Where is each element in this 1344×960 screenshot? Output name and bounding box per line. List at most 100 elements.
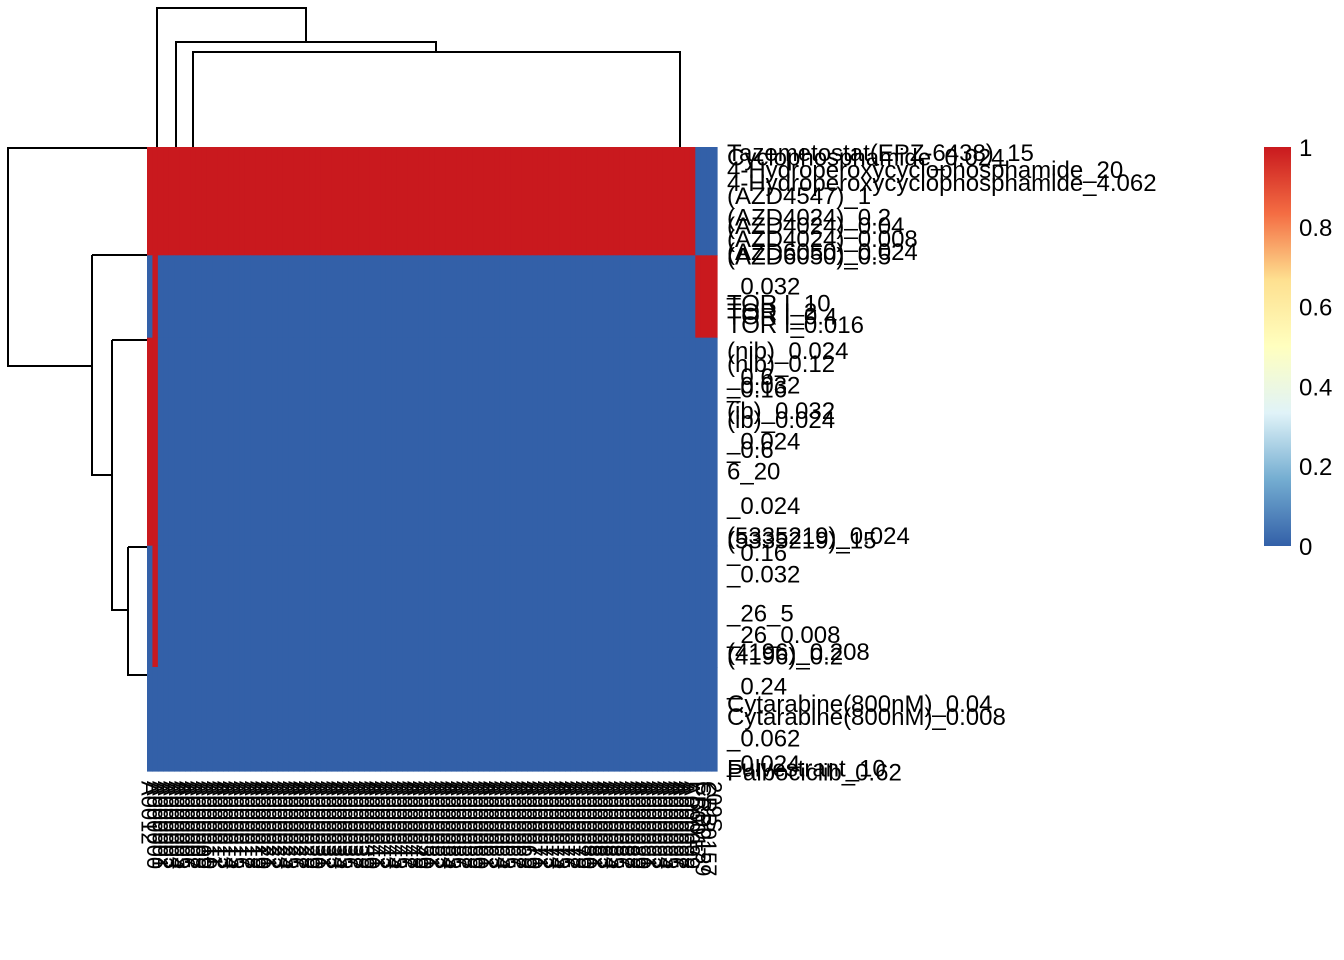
heatmap-cell bbox=[217, 667, 224, 772]
heatmap-cell bbox=[195, 147, 202, 256]
heatmap-cell bbox=[320, 667, 327, 772]
column-label: A000022 bbox=[262, 781, 287, 869]
heatmap-cell bbox=[651, 147, 658, 256]
heatmap-cell bbox=[391, 147, 398, 256]
heatmap-cell bbox=[244, 255, 251, 339]
row-label: _0.16 bbox=[726, 540, 787, 567]
heatmap-cell bbox=[624, 545, 631, 668]
column-label: A000091 bbox=[636, 781, 661, 869]
heatmap-cell bbox=[337, 545, 344, 668]
heatmap-cell bbox=[641, 147, 648, 256]
column-label: A000082 bbox=[587, 781, 612, 869]
heatmap-cell bbox=[646, 337, 653, 547]
heatmap-cell bbox=[353, 147, 360, 256]
column-labels: A0012A000000A000001A000002A000003A000004… bbox=[137, 781, 727, 876]
heatmap-cell bbox=[342, 255, 349, 339]
column-label: A000011 bbox=[202, 781, 227, 867]
row-label: TOR I_2 bbox=[727, 299, 817, 326]
heatmap-cell bbox=[261, 337, 268, 547]
heatmap-cell bbox=[347, 255, 354, 339]
heatmap-cell bbox=[456, 147, 463, 256]
heatmap-cell bbox=[402, 667, 409, 772]
heatmap-cell bbox=[472, 667, 479, 772]
heatmap-cell bbox=[266, 147, 273, 256]
heatmap-cell bbox=[440, 667, 447, 772]
heatmap-cell bbox=[201, 255, 208, 339]
heatmap-cell bbox=[342, 545, 349, 668]
heatmap-cell bbox=[337, 337, 344, 547]
column-label: A000089 bbox=[625, 781, 650, 869]
column-label: A000074 bbox=[544, 781, 569, 869]
dendrogram-branch bbox=[127, 547, 147, 676]
heatmap-cell bbox=[711, 337, 718, 547]
column-label: A000094 bbox=[652, 781, 677, 869]
heatmap-cell bbox=[315, 337, 322, 547]
heatmap-cell bbox=[472, 545, 479, 668]
heatmap-cell bbox=[375, 255, 382, 339]
column-label: A000090 bbox=[631, 781, 656, 869]
heatmap-cell bbox=[532, 255, 539, 339]
dendrogram-branch bbox=[175, 41, 437, 147]
heatmap-cell bbox=[190, 545, 197, 668]
heatmap-cell bbox=[299, 337, 306, 547]
column-label: A000030 bbox=[305, 781, 330, 869]
heatmap-cell bbox=[532, 545, 539, 668]
column-label: A000072 bbox=[533, 781, 558, 869]
heatmap-cell bbox=[679, 255, 686, 339]
heatmap-cell bbox=[440, 255, 447, 339]
heatmap-cell bbox=[537, 667, 544, 772]
heatmap-cell bbox=[396, 667, 403, 772]
heatmap-cell bbox=[624, 255, 631, 339]
heatmap-cell bbox=[597, 545, 604, 668]
heatmap-cell bbox=[326, 147, 333, 256]
heatmap-cell bbox=[353, 667, 360, 772]
column-label: A000027 bbox=[289, 781, 314, 869]
heatmap-cell bbox=[288, 667, 295, 772]
heatmap-cell bbox=[255, 545, 262, 668]
column-label: A000068 bbox=[511, 781, 536, 869]
heatmap-cell bbox=[429, 255, 436, 339]
column-label: A000043 bbox=[376, 781, 401, 869]
heatmap-cell bbox=[299, 667, 306, 772]
column-label: A000003 bbox=[158, 781, 183, 869]
heatmap-cell bbox=[239, 545, 246, 668]
heatmap-cell bbox=[206, 667, 213, 772]
row-label: 4-Hydroperoxycyclophosphamide_20 bbox=[727, 157, 1123, 184]
heatmap-cell bbox=[320, 545, 327, 668]
column-label: A000024 bbox=[272, 781, 297, 869]
heatmap-cell bbox=[613, 667, 620, 772]
heatmap-cell bbox=[537, 545, 544, 668]
heatmap-cell bbox=[375, 147, 382, 256]
heatmap-cell bbox=[423, 147, 430, 256]
column-label: A000041 bbox=[365, 781, 390, 869]
heatmap-cell bbox=[608, 255, 615, 339]
heatmap-cell bbox=[369, 147, 376, 256]
column-label: CRB0159 bbox=[690, 781, 715, 876]
heatmap-cell bbox=[635, 255, 642, 339]
heatmap-cell bbox=[380, 147, 387, 256]
heatmap-cell bbox=[543, 545, 550, 668]
heatmap-cell bbox=[315, 255, 322, 339]
heatmap-cell bbox=[228, 667, 235, 772]
column-label: A000031 bbox=[310, 781, 335, 869]
column-label: A000042 bbox=[370, 781, 395, 869]
heatmap-cell bbox=[380, 667, 387, 772]
heatmap-cell bbox=[700, 147, 707, 256]
row-label: 6_20 bbox=[727, 459, 780, 486]
heatmap-cell bbox=[440, 147, 447, 256]
heatmap-cell bbox=[461, 255, 468, 339]
heatmap-cell bbox=[451, 147, 458, 256]
heatmap-cell bbox=[293, 255, 300, 339]
heatmap-cell bbox=[407, 545, 414, 668]
color-legend-ticks: 1 0.8 0.6 0.4 0.2 0 bbox=[1299, 135, 1332, 561]
column-label: A000084 bbox=[598, 781, 623, 869]
heatmap-cell bbox=[543, 147, 550, 256]
column-label: A000004 bbox=[164, 781, 189, 869]
heatmap-cell bbox=[391, 545, 398, 668]
heatmap-cell bbox=[630, 147, 637, 256]
heatmap-cell bbox=[168, 255, 175, 339]
row-label: (nib)_0.12 bbox=[727, 351, 835, 378]
heatmap-cell bbox=[684, 667, 691, 772]
heatmap-cell bbox=[407, 337, 414, 547]
heatmap-cell bbox=[342, 147, 349, 256]
